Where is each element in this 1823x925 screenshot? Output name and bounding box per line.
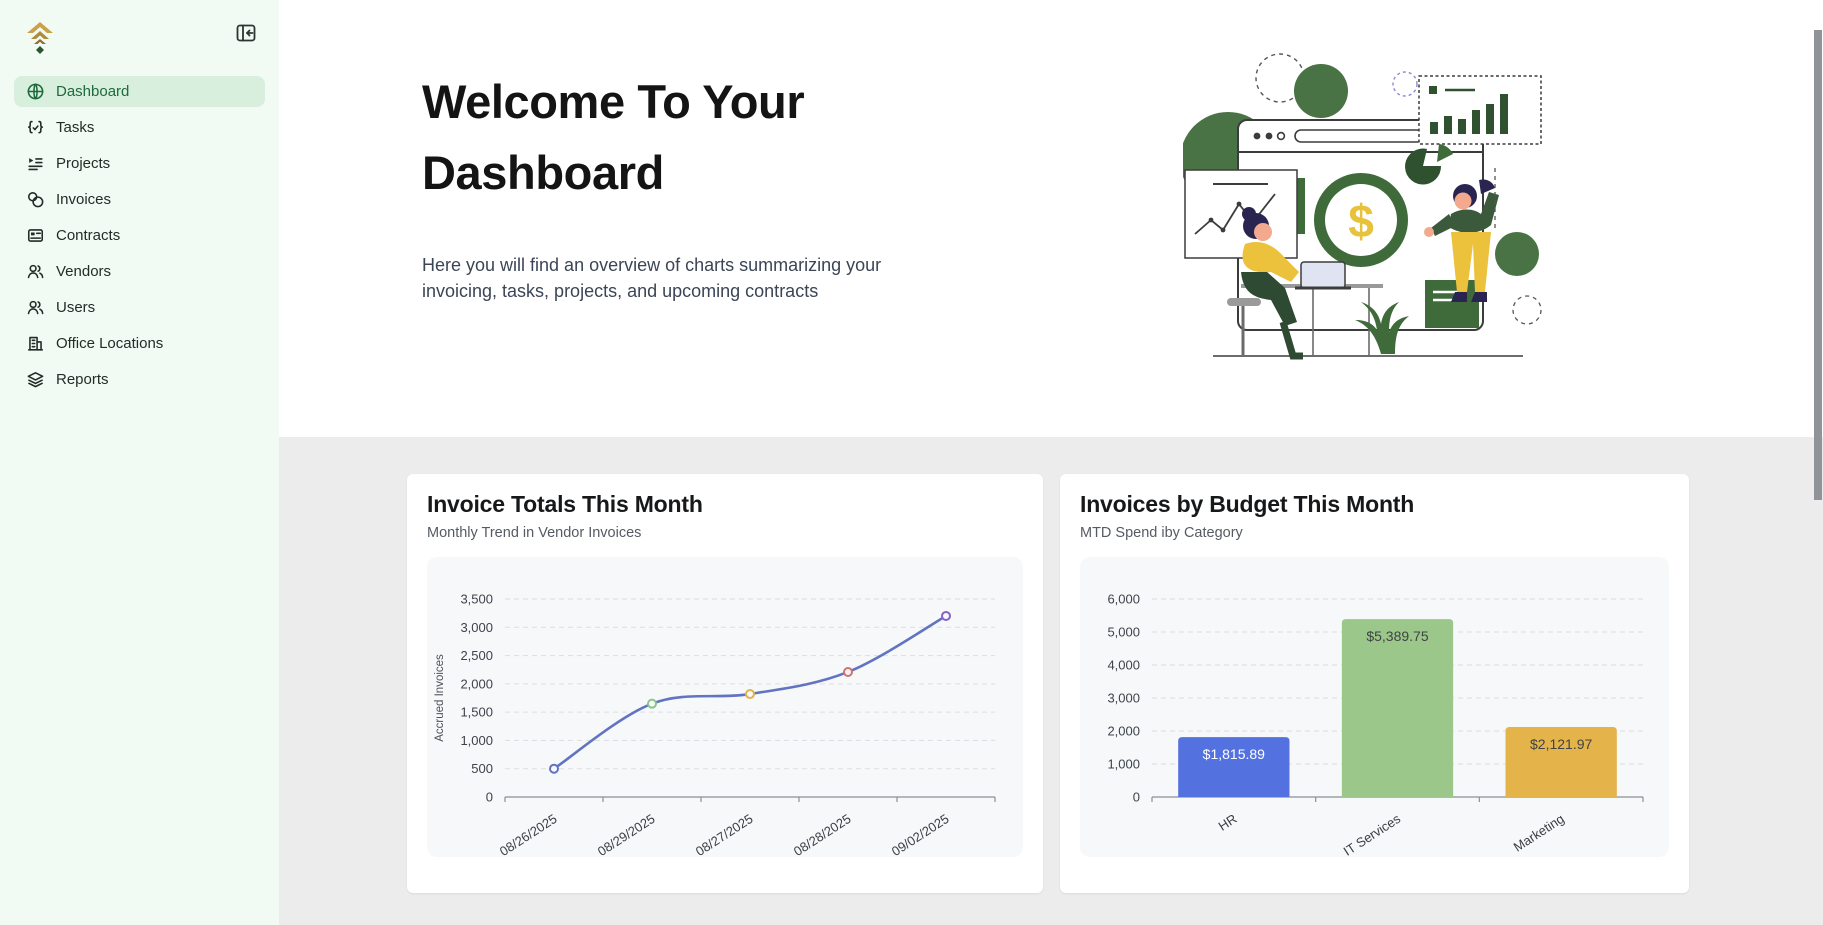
svg-text:4,000: 4,000 (1107, 658, 1140, 673)
chart-subtitle: Monthly Trend in Vendor Invoices (427, 525, 642, 541)
svg-text:500: 500 (471, 761, 493, 776)
svg-text:0: 0 (1133, 790, 1140, 805)
svg-text:6,000: 6,000 (1107, 592, 1140, 607)
svg-text:Accrued Invoices: Accrued Invoices (434, 654, 446, 742)
svg-text:IT Services: IT Services (1341, 811, 1404, 857)
sidebar-item-reports[interactable]: Reports (14, 364, 265, 395)
svg-text:08/29/2025: 08/29/2025 (595, 811, 658, 857)
svg-text:$: $ (1348, 195, 1374, 247)
svg-text:08/26/2025: 08/26/2025 (497, 811, 560, 857)
svg-text:Marketing: Marketing (1511, 811, 1567, 855)
panel-collapse-icon (236, 24, 256, 42)
people-icon (26, 298, 45, 317)
sidebar-item-label: Contracts (56, 227, 121, 244)
sidebar-item-label: Tasks (56, 119, 95, 136)
svg-text:$1,815.89: $1,815.89 (1203, 746, 1265, 762)
sidebar-item-label: Projects (56, 155, 111, 172)
sidebar-item-dashboard[interactable]: Dashboard (14, 76, 265, 107)
page-description: Here you will find an overview of charts… (422, 255, 882, 301)
sidebar-item-label: Invoices (56, 191, 112, 208)
main-content: Welcome To Your Dashboard Here you will … (279, 0, 1823, 925)
sidebar-collapse-button[interactable] (233, 21, 259, 47)
sidebar-item-vendors[interactable]: Vendors (14, 256, 265, 287)
list-play-icon (26, 154, 45, 173)
sidebar-item-tasks[interactable]: Tasks (14, 112, 265, 143)
sidebar-item-label: Users (56, 299, 96, 316)
sidebar-nav: Dashboard Tasks Projects (14, 76, 265, 395)
svg-text:2,000: 2,000 (1107, 724, 1140, 739)
hero-section: Welcome To Your Dashboard Here you will … (279, 0, 1823, 437)
chart-title: Invoice Totals This Month (427, 491, 703, 517)
svg-text:1,000: 1,000 (460, 733, 493, 748)
sidebar: Dashboard Tasks Projects (0, 0, 279, 925)
svg-text:08/28/2025: 08/28/2025 (791, 811, 854, 857)
sidebar-item-projects[interactable]: Projects (14, 148, 265, 179)
svg-text:5,000: 5,000 (1107, 625, 1140, 640)
sidebar-item-contracts[interactable]: Contracts (14, 220, 265, 251)
svg-text:3,500: 3,500 (460, 592, 493, 607)
svg-text:09/02/2025: 09/02/2025 (889, 811, 952, 857)
sidebar-item-users[interactable]: Users (14, 292, 265, 323)
svg-text:08/27/2025: 08/27/2025 (693, 811, 756, 857)
svg-text:HR: HR (1216, 811, 1240, 834)
layers-icon (26, 370, 45, 389)
sidebar-item-label: Office Locations (56, 335, 164, 352)
contract-icon (26, 226, 45, 245)
svg-text:0: 0 (486, 790, 493, 805)
sidebar-item-office-locations[interactable]: Office Locations (14, 328, 265, 359)
braces-check-icon (26, 118, 45, 137)
globe-icon (26, 82, 45, 101)
vertical-scrollbar[interactable] (1814, 30, 1822, 500)
charts-section: Invoice Totals This Month Monthly Trend … (279, 437, 1823, 925)
page-title: Welcome To Your Dashboard (422, 75, 805, 199)
sidebar-item-label: Dashboard (56, 83, 130, 100)
people-icon (26, 262, 45, 281)
svg-text:1,000: 1,000 (1107, 757, 1140, 772)
svg-text:$2,121.97: $2,121.97 (1530, 736, 1592, 752)
line-chart[interactable]: 0 500 1,000 1,500 2,000 2,500 3,000 3,500 08/26/… (427, 557, 1023, 857)
bar-chart[interactable]: 0 1,000 2,000 3,000 4,000 5,000 6,000 HR IT Serv… (1080, 557, 1669, 857)
hero-illustration: $ (1183, 53, 1542, 360)
svg-text:2,500: 2,500 (460, 648, 493, 663)
building-icon (26, 334, 45, 353)
svg-text:1,500: 1,500 (460, 705, 493, 720)
brand-logo (27, 22, 53, 54)
sidebar-item-label: Vendors (56, 263, 112, 280)
svg-text:3,000: 3,000 (460, 620, 493, 635)
invoices-by-budget-card: Invoices by Budget This Month MTD Spend … (1060, 474, 1689, 893)
svg-text:3,000: 3,000 (1107, 691, 1140, 706)
sidebar-item-invoices[interactable]: Invoices (14, 184, 265, 215)
chart-subtitle: MTD Spend iby Category (1080, 525, 1243, 541)
coins-icon (26, 190, 45, 209)
invoice-totals-card: Invoice Totals This Month Monthly Trend … (407, 474, 1043, 893)
svg-text:2,000: 2,000 (460, 676, 493, 691)
svg-text:$5,389.75: $5,389.75 (1366, 628, 1428, 644)
chart-title: Invoices by Budget This Month (1080, 491, 1415, 517)
sidebar-item-label: Reports (56, 371, 109, 388)
